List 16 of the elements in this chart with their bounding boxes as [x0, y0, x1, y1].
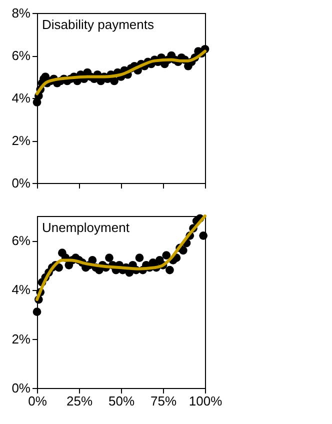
y-tick-label: 6%: [12, 233, 31, 248]
y-tick-label: 8%: [12, 6, 31, 20]
chart-title: Disability payments: [42, 17, 154, 32]
x-tick-label: 100%: [188, 394, 223, 408]
y-tick-label: 4%: [12, 90, 31, 106]
y-tick-label: 2%: [12, 133, 31, 148]
x-tick-label: 75%: [150, 394, 177, 408]
x-tick-label: 25%: [66, 394, 93, 408]
x-tick-label: 50%: [108, 394, 135, 408]
y-tick-label: 0%: [12, 380, 31, 396]
y-tick-label: 6%: [12, 48, 31, 63]
chart-title: Unemployment: [42, 220, 130, 235]
y-tick-label: 0%: [12, 176, 31, 190]
y-tick-label: 2%: [12, 331, 31, 346]
y-tick-label: 4%: [12, 282, 31, 298]
x-tick-label: 0%: [28, 394, 48, 408]
